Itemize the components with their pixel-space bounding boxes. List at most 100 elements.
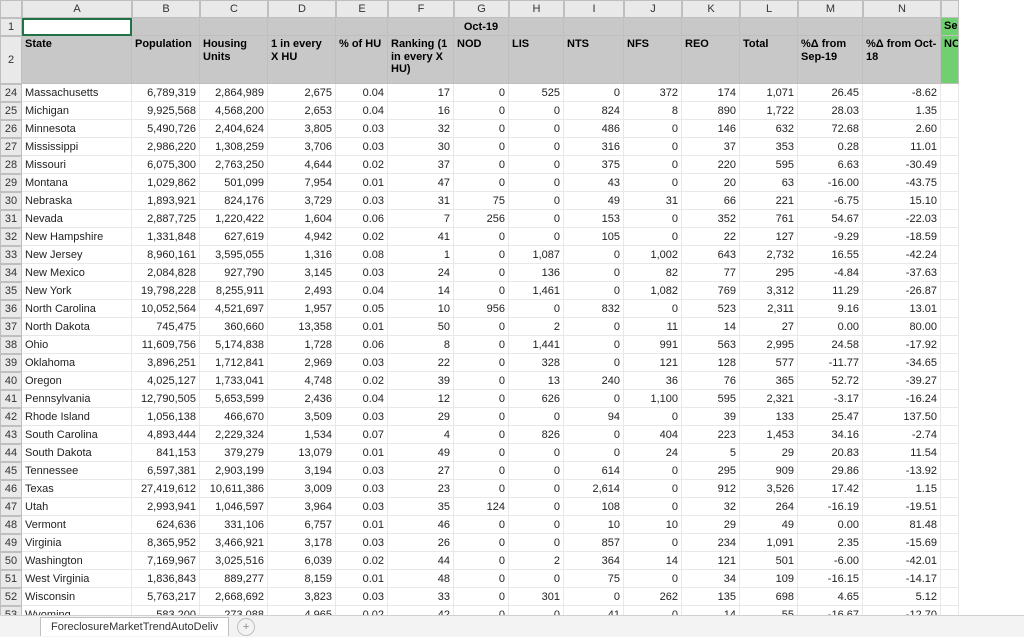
- ranking-cell[interactable]: 22: [388, 354, 454, 372]
- state-cell[interactable]: South Carolina: [22, 426, 132, 444]
- delta-oct18-cell[interactable]: 1.15: [863, 480, 941, 498]
- delta-sep19-cell[interactable]: 72.68: [798, 120, 863, 138]
- total-cell[interactable]: 2,732: [740, 246, 798, 264]
- pct-hu-cell[interactable]: 0.05: [336, 300, 388, 318]
- row-header[interactable]: 37: [0, 318, 22, 336]
- header-cell[interactable]: [509, 18, 564, 36]
- column-header[interactable]: A: [22, 0, 132, 18]
- nts-cell[interactable]: 486: [564, 120, 624, 138]
- delta-oct18-cell[interactable]: 13.01: [863, 300, 941, 318]
- active-cell[interactable]: [22, 18, 132, 36]
- row-header[interactable]: 29: [0, 174, 22, 192]
- ranking-cell[interactable]: 7: [388, 210, 454, 228]
- nod-cell[interactable]: 0: [454, 156, 509, 174]
- ranking-cell[interactable]: 50: [388, 318, 454, 336]
- nod-cell[interactable]: 75: [454, 192, 509, 210]
- one-in-every-cell[interactable]: 13,358: [268, 318, 336, 336]
- population-cell[interactable]: 2,887,725: [132, 210, 200, 228]
- housing-units-cell[interactable]: 3,595,055: [200, 246, 268, 264]
- lis-cell[interactable]: 13: [509, 372, 564, 390]
- delta-oct18-cell[interactable]: -18.59: [863, 228, 941, 246]
- total-cell[interactable]: 632: [740, 120, 798, 138]
- lis-cell[interactable]: 0: [509, 174, 564, 192]
- nod-cell[interactable]: 0: [454, 426, 509, 444]
- nod-cell[interactable]: 0: [454, 264, 509, 282]
- lis-cell[interactable]: 0: [509, 120, 564, 138]
- nfs-cell[interactable]: 0: [624, 138, 682, 156]
- nts-cell[interactable]: 0: [564, 390, 624, 408]
- housing-units-cell[interactable]: 1,712,841: [200, 354, 268, 372]
- population-cell[interactable]: 3,896,251: [132, 354, 200, 372]
- total-cell[interactable]: 49: [740, 516, 798, 534]
- state-cell[interactable]: New Hampshire: [22, 228, 132, 246]
- delta-sep19-cell[interactable]: -3.17: [798, 390, 863, 408]
- delta-oct18-cell[interactable]: -2.74: [863, 426, 941, 444]
- nod-cell[interactable]: 0: [454, 354, 509, 372]
- reo-cell[interactable]: 37: [682, 138, 740, 156]
- nts-cell[interactable]: 316: [564, 138, 624, 156]
- nfs-cell[interactable]: 10: [624, 516, 682, 534]
- row-header[interactable]: 33: [0, 246, 22, 264]
- housing-units-cell[interactable]: 2,404,624: [200, 120, 268, 138]
- delta-sep19-cell[interactable]: -9.29: [798, 228, 863, 246]
- lis-cell[interactable]: 328: [509, 354, 564, 372]
- delta-oct18-cell[interactable]: -14.17: [863, 570, 941, 588]
- column-title[interactable]: 1 in every X HU: [268, 36, 336, 84]
- next-period-cell[interactable]: [941, 408, 959, 426]
- nod-cell[interactable]: 256: [454, 210, 509, 228]
- total-cell[interactable]: 1,091: [740, 534, 798, 552]
- column-header[interactable]: I: [564, 0, 624, 18]
- pct-hu-cell[interactable]: 0.04: [336, 102, 388, 120]
- lis-cell[interactable]: 626: [509, 390, 564, 408]
- delta-oct18-cell[interactable]: -17.92: [863, 336, 941, 354]
- nod-cell[interactable]: 0: [454, 138, 509, 156]
- delta-oct18-cell[interactable]: -42.24: [863, 246, 941, 264]
- delta-oct18-cell[interactable]: 1.35: [863, 102, 941, 120]
- column-header[interactable]: B: [132, 0, 200, 18]
- lis-cell[interactable]: 0: [509, 570, 564, 588]
- delta-sep19-cell[interactable]: 11.29: [798, 282, 863, 300]
- pct-hu-cell[interactable]: 0.03: [336, 588, 388, 606]
- one-in-every-cell[interactable]: 2,653: [268, 102, 336, 120]
- column-title[interactable]: Total: [740, 36, 798, 84]
- lis-cell[interactable]: 0: [509, 156, 564, 174]
- reo-cell[interactable]: 563: [682, 336, 740, 354]
- ranking-cell[interactable]: 37: [388, 156, 454, 174]
- next-period-cell[interactable]: [941, 570, 959, 588]
- population-cell[interactable]: 11,609,756: [132, 336, 200, 354]
- lis-cell[interactable]: 1,461: [509, 282, 564, 300]
- row-header[interactable]: 1: [0, 18, 22, 36]
- select-all-corner[interactable]: [0, 0, 22, 18]
- delta-oct18-cell[interactable]: -42.01: [863, 552, 941, 570]
- nfs-cell[interactable]: 0: [624, 408, 682, 426]
- state-cell[interactable]: Virginia: [22, 534, 132, 552]
- delta-oct18-cell[interactable]: 15.10: [863, 192, 941, 210]
- one-in-every-cell[interactable]: 3,194: [268, 462, 336, 480]
- state-cell[interactable]: Utah: [22, 498, 132, 516]
- reo-cell[interactable]: 146: [682, 120, 740, 138]
- delta-sep19-cell[interactable]: 34.16: [798, 426, 863, 444]
- total-cell[interactable]: 109: [740, 570, 798, 588]
- next-period-cell[interactable]: [941, 354, 959, 372]
- row-header[interactable]: 50: [0, 552, 22, 570]
- population-cell[interactable]: 5,490,726: [132, 120, 200, 138]
- lis-cell[interactable]: 0: [509, 462, 564, 480]
- total-cell[interactable]: 761: [740, 210, 798, 228]
- lis-cell[interactable]: 301: [509, 588, 564, 606]
- delta-sep19-cell[interactable]: 52.72: [798, 372, 863, 390]
- pct-hu-cell[interactable]: 0.03: [336, 264, 388, 282]
- pct-hu-cell[interactable]: 0.03: [336, 498, 388, 516]
- total-cell[interactable]: 3,526: [740, 480, 798, 498]
- delta-oct18-cell[interactable]: 137.50: [863, 408, 941, 426]
- state-cell[interactable]: Mississippi: [22, 138, 132, 156]
- state-cell[interactable]: Missouri: [22, 156, 132, 174]
- nts-cell[interactable]: 105: [564, 228, 624, 246]
- one-in-every-cell[interactable]: 3,805: [268, 120, 336, 138]
- delta-oct18-cell[interactable]: -16.24: [863, 390, 941, 408]
- nts-cell[interactable]: 0: [564, 264, 624, 282]
- next-period-cell[interactable]: [941, 336, 959, 354]
- lis-cell[interactable]: 0: [509, 534, 564, 552]
- nod-cell[interactable]: 0: [454, 570, 509, 588]
- lis-cell[interactable]: 0: [509, 138, 564, 156]
- population-cell[interactable]: 5,763,217: [132, 588, 200, 606]
